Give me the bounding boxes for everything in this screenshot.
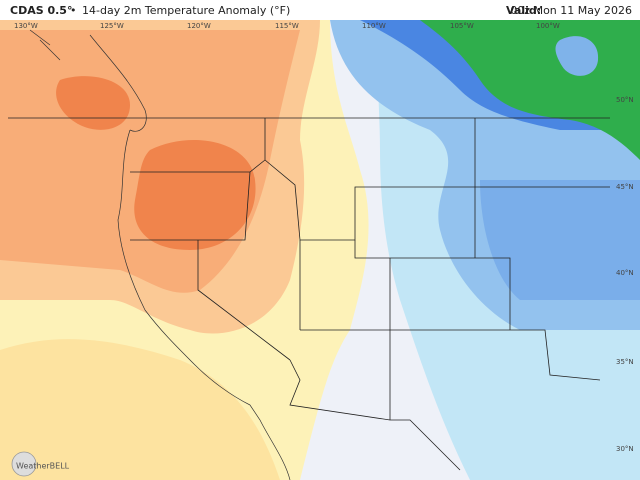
valid-label: Valid:: [506, 4, 541, 17]
border-line: [130, 159, 291, 361]
logo: WeatherBELL: [11, 451, 70, 477]
latitude-label: 40°N: [616, 269, 634, 277]
longitude-label: 115°W: [275, 22, 299, 30]
latitude-label: 50°N: [616, 96, 634, 104]
coastline: [29, 29, 147, 132]
latitude-label: 45°N: [616, 183, 634, 191]
lake-region: [555, 36, 599, 76]
header-bar: [0, 0, 640, 20]
header-subtitle: 14-day 2m Temperature Anomaly (°F): [82, 4, 290, 17]
logo-text: WeatherBELL: [16, 462, 70, 471]
longitude-label: 125°W: [100, 22, 124, 30]
border-line: [299, 186, 610, 420]
latitude-label: 35°N: [616, 358, 634, 366]
coastline: [117, 129, 291, 480]
warm-field: [0, 339, 280, 480]
longitude-label: 120°W: [187, 22, 211, 30]
latitude-labels: 50°N 45°N 40°N 35°N 30°N: [616, 96, 634, 453]
longitude-label: 110°W: [362, 22, 386, 30]
cool-core: [480, 180, 640, 300]
warm-core: [134, 140, 256, 250]
longitude-labels: 130°W 125°W 120°W 115°W 110°W 105°W 100°…: [14, 22, 560, 30]
longitude-label: 105°W: [450, 22, 474, 30]
header-title: CDAS 0.5°: [10, 4, 72, 17]
anomaly-field: [0, 20, 640, 480]
valid-time: 00z Mon 11 May 2026: [510, 4, 632, 17]
borders: [8, 29, 610, 480]
logo-icon: [11, 451, 37, 477]
latitude-label: 30°N: [616, 445, 634, 453]
longitude-label: 130°W: [14, 22, 38, 30]
border-line: [264, 118, 476, 241]
border-line: [289, 359, 461, 471]
longitude-label: 100°W: [536, 22, 560, 30]
warm-core: [56, 76, 130, 130]
header-separator: •: [70, 4, 77, 17]
